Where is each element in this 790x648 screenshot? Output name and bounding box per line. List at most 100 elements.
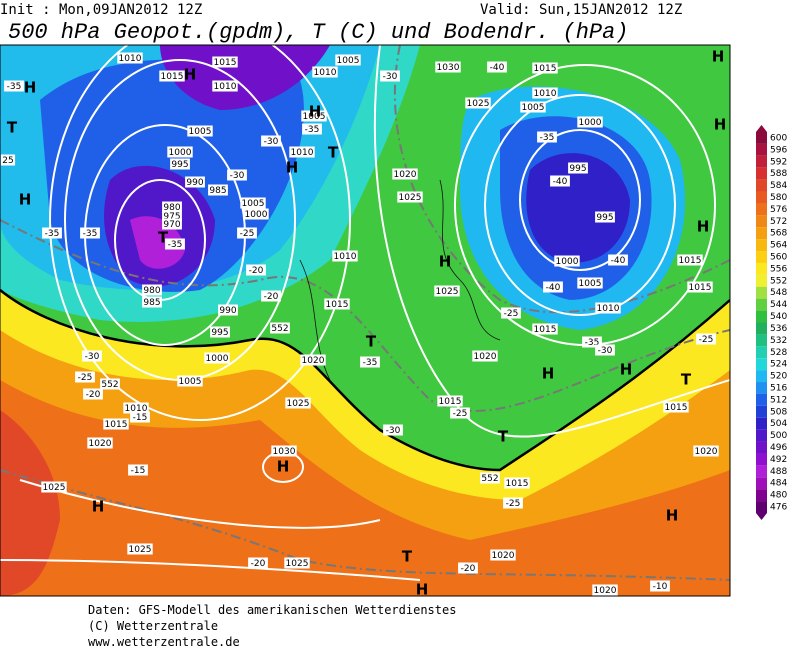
legend-swatch <box>756 405 767 418</box>
label-box <box>289 146 315 158</box>
legend-tick-label: 572 <box>770 217 787 227</box>
label-box <box>159 70 185 82</box>
legend-swatch <box>756 382 767 394</box>
label-box <box>185 176 205 188</box>
label-box <box>243 208 269 220</box>
isobar-label: 552 <box>271 324 288 334</box>
label-box <box>450 407 470 419</box>
label-box <box>577 277 603 289</box>
label-box <box>80 227 100 239</box>
legend-swatch <box>756 143 767 156</box>
label-box <box>335 54 361 66</box>
isobar-label: 1005 <box>189 127 212 137</box>
isobar-label: -25 <box>453 409 468 419</box>
label-box <box>332 250 358 262</box>
label-box <box>696 333 716 345</box>
label-box <box>204 352 230 364</box>
isobar-label: -25 <box>699 335 714 345</box>
legend-tick-label: 476 <box>770 503 787 513</box>
pressure-center: H <box>697 218 710 236</box>
isobar-label: 1025 <box>287 399 310 409</box>
isobar-label: 1025 <box>129 545 152 555</box>
legend-swatch <box>756 322 767 335</box>
isobar-label: 1010 <box>534 89 557 99</box>
legend-swatch <box>756 310 767 323</box>
pressure-center: H <box>92 498 105 516</box>
legend-swatch <box>756 370 767 383</box>
pressure-center: H <box>712 48 725 66</box>
label-box <box>103 418 129 430</box>
isobar-label: -25 <box>506 499 521 509</box>
label-box <box>167 146 193 158</box>
legend-swatch <box>756 334 767 347</box>
pressure-center: H <box>666 507 679 525</box>
label-box <box>208 184 228 196</box>
legend-tick-label: 584 <box>770 181 787 191</box>
legend-tick-label: 528 <box>770 348 787 358</box>
legend-swatch <box>756 239 767 252</box>
isobar-label: 1015 <box>679 256 702 266</box>
pressure-center: H <box>184 66 197 84</box>
label-box <box>42 227 62 239</box>
legend-swatch <box>756 477 767 490</box>
label-box <box>663 401 689 413</box>
isobar-label: 1025 <box>436 287 459 297</box>
legend-swatch <box>756 191 767 204</box>
legend-swatch <box>756 132 767 144</box>
label-box <box>75 371 95 383</box>
label-box <box>532 323 558 335</box>
label-box <box>162 201 182 213</box>
source-note: Daten: GFS-Modell des amerikanischen Wet… <box>88 603 456 617</box>
isobar-label: -35 <box>7 82 22 92</box>
legend-tick-label: 480 <box>770 491 787 501</box>
legend-swatch <box>756 274 767 287</box>
isobar-label: 1015 <box>534 325 557 335</box>
legend-tick-label: 484 <box>770 479 787 489</box>
isobar-label: -20 <box>264 292 279 302</box>
source-url: www.wetterzentrale.de <box>88 635 240 648</box>
isobar-label: 1010 <box>597 304 620 314</box>
legend-swatch <box>756 489 767 502</box>
label-box <box>237 227 257 239</box>
legend-swatch <box>756 227 767 240</box>
label-box <box>568 162 588 174</box>
label-box <box>212 56 238 68</box>
isobar-label: 1030 <box>437 63 460 73</box>
isobar-label: 552 <box>101 380 118 390</box>
legend-swatch <box>756 251 767 263</box>
label-box <box>687 281 713 293</box>
label-box <box>490 549 516 561</box>
label-box <box>218 304 238 316</box>
label-box <box>177 375 203 387</box>
legend-swatch <box>756 298 767 311</box>
label-box <box>301 110 327 122</box>
pressure-center: H <box>286 159 299 177</box>
isobar-label: -20 <box>461 564 476 574</box>
legend-swatch <box>756 155 767 168</box>
label-box <box>0 154 16 166</box>
isobar-label: 552 <box>481 474 498 484</box>
isobar-label: -40 <box>553 177 568 187</box>
legend-swatch <box>756 417 767 430</box>
legend-tick-label: 596 <box>770 145 787 155</box>
isobar-label: 1000 <box>556 257 579 267</box>
label-box <box>434 285 460 297</box>
label-box <box>130 411 150 423</box>
isobar-label: 1020 <box>302 356 325 366</box>
label-box <box>261 290 281 302</box>
isobar-label: -20 <box>249 266 264 276</box>
label-box <box>577 116 603 128</box>
isobar-label: 1020 <box>594 586 617 596</box>
isobar-label: 1010 <box>314 68 337 78</box>
isobar-label: -35 <box>83 229 98 239</box>
pressure-center: T <box>366 333 377 351</box>
label-box <box>87 437 113 449</box>
label-box <box>532 62 558 74</box>
label-box <box>435 61 461 73</box>
isobar-label: 1015 <box>665 403 688 413</box>
map-frame <box>0 44 731 597</box>
label-box <box>312 66 338 78</box>
label-box <box>41 481 67 493</box>
legend-swatch <box>756 262 767 275</box>
